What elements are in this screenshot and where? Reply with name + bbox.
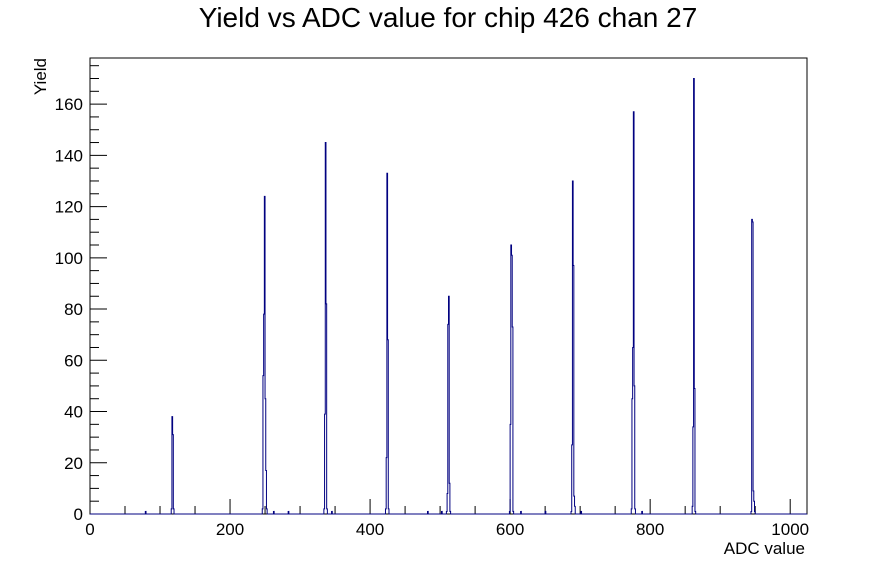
plot-frame <box>89 57 808 515</box>
x-axis-ticks <box>89 499 791 514</box>
x-tick-label: 0 <box>85 520 94 539</box>
y-axis-ticks <box>90 65 107 515</box>
chart-title: Yield vs ADC value for chip 426 chan 27 <box>198 2 698 33</box>
x-tick-label: 200 <box>216 520 244 539</box>
y-tick-label: 40 <box>64 403 83 422</box>
x-tick-label: 400 <box>356 520 384 539</box>
x-tick-label: 1000 <box>771 520 809 539</box>
y-axis-title: Yield <box>31 58 50 95</box>
y-tick-label: 160 <box>55 95 83 114</box>
x-axis-title: ADC value <box>724 539 805 558</box>
x-axis-tick-labels: 0 200 400 600 800 1000 <box>85 520 809 539</box>
y-tick-label: 0 <box>74 505 83 524</box>
y-tick-label: 60 <box>64 351 83 370</box>
y-tick-label: 140 <box>55 146 83 165</box>
y-tick-label: 120 <box>55 198 83 217</box>
y-tick-label: 20 <box>64 454 83 473</box>
histogram-series-line <box>90 77 807 515</box>
y-tick-label: 80 <box>64 300 83 319</box>
y-axis-tick-labels: 0 20 40 60 80 100 120 140 160 <box>55 95 83 524</box>
x-tick-label: 600 <box>496 520 524 539</box>
x-tick-label: 800 <box>636 520 664 539</box>
y-tick-label: 100 <box>55 249 83 268</box>
